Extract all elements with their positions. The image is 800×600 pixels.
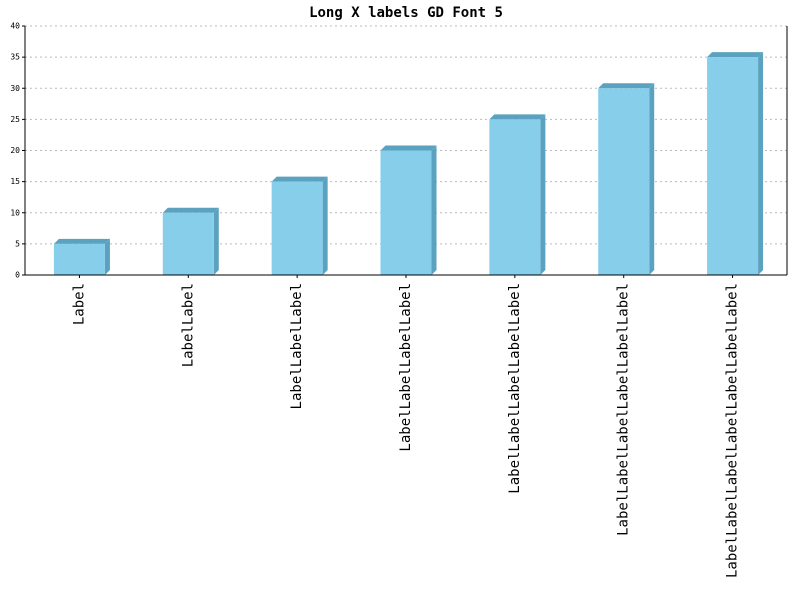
y-tick-label: 10 [10, 208, 20, 217]
bar-top [53, 238, 110, 244]
bar-top [489, 114, 546, 120]
y-tick-label: 15 [10, 177, 20, 186]
x-tick-label: LabelLabelLabelLabelLabelLabelLabel [725, 283, 741, 578]
bar [271, 181, 323, 275]
bar [380, 150, 432, 275]
bar [162, 212, 214, 275]
bar [707, 57, 759, 275]
bar-top [271, 176, 328, 182]
y-tick-label: 0 [15, 271, 20, 280]
bar-side [322, 176, 328, 275]
bar-top [598, 83, 655, 89]
x-tick-label: Label [71, 283, 87, 325]
x-tick-label: LabelLabelLabelLabelLabelLabel [616, 283, 632, 536]
y-tick-label: 20 [10, 146, 20, 155]
bar-side [104, 238, 110, 275]
y-tick-label: 35 [10, 53, 20, 62]
chart-title: Long X labels GD Font 5 [309, 5, 503, 21]
x-tick-label: LabelLabelLabel [289, 283, 305, 409]
bar-top [380, 145, 437, 151]
y-tick-label: 30 [10, 84, 20, 93]
bar-side [431, 145, 437, 275]
x-tick-label: LabelLabel [180, 283, 196, 367]
bar-side [213, 207, 219, 275]
bar-side [649, 83, 655, 275]
y-tick-label: 25 [10, 115, 20, 124]
x-tick-label: LabelLabelLabelLabel [398, 283, 414, 452]
bar-top [707, 52, 764, 58]
bar [489, 119, 541, 275]
y-tick-label: 5 [15, 239, 20, 248]
x-tick-label: LabelLabelLabelLabelLabel [507, 283, 523, 494]
bar [53, 243, 105, 275]
bar-side [540, 114, 546, 275]
bar-top [162, 207, 219, 213]
bar-side [758, 52, 764, 275]
y-tick-label: 40 [10, 22, 20, 31]
bar [598, 88, 650, 275]
